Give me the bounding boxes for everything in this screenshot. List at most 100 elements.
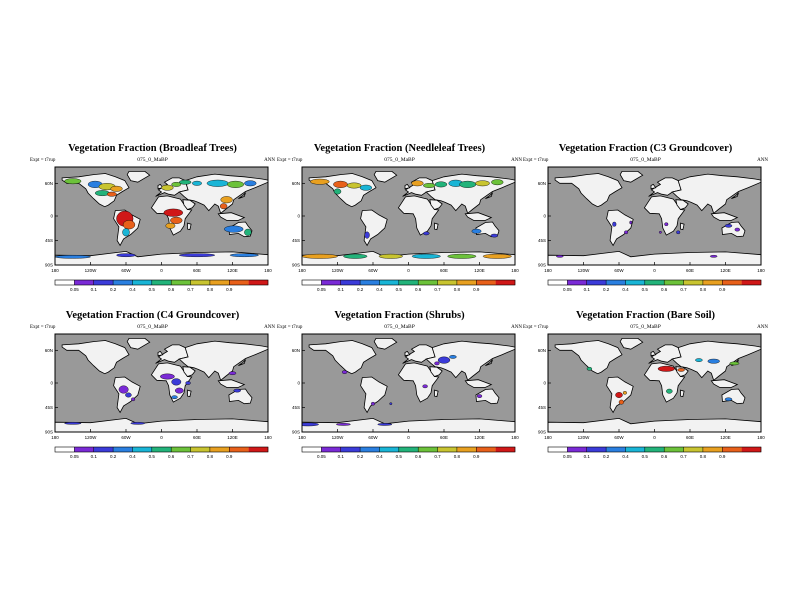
vegetation-patch: [449, 355, 457, 359]
vegetation-patch: [482, 253, 512, 259]
colorbar-frame: [547, 279, 762, 286]
season-label: ANN: [511, 158, 522, 163]
vegetation-patch: [624, 230, 629, 235]
colorbar-tick-label: 0.6: [168, 454, 175, 459]
colorbar-segment: [360, 447, 380, 452]
x-tick-label: 180: [757, 268, 765, 273]
colorbar-segment: [664, 280, 684, 285]
panel-title: Vegetation Fraction (Broadleaf Trees): [68, 143, 237, 154]
vegetation-patch: [490, 233, 499, 238]
colorbar-tick-label: 0.05: [563, 287, 572, 292]
y-tick-label: 60N: [538, 181, 546, 186]
x-tick-label: 120E: [227, 435, 238, 440]
x-tick-label: 180: [51, 435, 59, 440]
vegetation-patch: [622, 391, 627, 395]
map-plot: 180 120W 60W 0 60E 120E 180 60N 0 45S 90S 0.05 0.1 0.…: [538, 166, 765, 292]
colorbar-tick-label: 0.5: [149, 287, 156, 292]
landmass-sa: [606, 209, 634, 247]
y-tick-label: 90S: [292, 263, 300, 268]
x-tick-label: 120W: [85, 268, 98, 273]
landmass-arab: [429, 366, 443, 377]
landmass-mad: [187, 222, 192, 231]
vegetation-patch: [161, 184, 174, 191]
y-tick-label: 45S: [45, 238, 53, 243]
colorbar-segment: [190, 447, 211, 452]
landmass-na: [554, 340, 623, 375]
colorbar-segment: [722, 280, 742, 285]
vegetation-patch: [244, 180, 257, 187]
x-tick-label: 180: [298, 435, 306, 440]
x-tick-label: 180: [511, 268, 519, 273]
colorbar-tick-label: 0.2: [603, 287, 610, 292]
colorbar-segment: [548, 280, 568, 285]
landmass-ind: [217, 212, 246, 221]
x-tick-label: 120E: [720, 435, 731, 440]
y-tick-label: 0: [543, 381, 546, 386]
panel-subtitle: 075_0_MaBP: [384, 157, 415, 163]
season-label: ANN: [757, 325, 768, 330]
colorbar-segment: [113, 280, 133, 285]
y-tick-label: 45S: [292, 405, 300, 410]
vegetation-patch: [125, 392, 132, 398]
vegetation-patch: [658, 231, 662, 234]
landmass-ind: [217, 379, 246, 388]
x-tick-label: 60W: [121, 268, 131, 273]
colorbar-segment: [567, 447, 587, 452]
colorbar-tick-label: 0.8: [700, 454, 707, 459]
colorbar-tick-label: 0.4: [129, 287, 136, 292]
season-label: ANN: [511, 325, 522, 330]
colorbar-frame: [547, 446, 762, 453]
vegetation-patch: [695, 358, 703, 362]
vegetation-patch: [106, 191, 117, 197]
colorbar-segment: [93, 280, 114, 285]
y-tick-label: 0: [543, 214, 546, 219]
x-tick-label: 60E: [686, 268, 694, 273]
colorbar-tick-label: 0.6: [415, 287, 422, 292]
experiment-label: Expt = t7rup: [277, 158, 303, 163]
vegetation-patch: [471, 228, 482, 234]
x-tick-label: 180: [264, 435, 272, 440]
x-tick-label: 120W: [578, 435, 591, 440]
landmass-jap: [485, 192, 493, 199]
colorbar-frame: [54, 279, 269, 286]
landmass-brit: [157, 350, 164, 357]
colorbar-tick-label: 0.8: [700, 287, 707, 292]
colorbar-tick-label: 0.7: [680, 287, 687, 292]
colorbar-tick-label: 0.6: [168, 287, 175, 292]
y-tick-label: 60N: [45, 181, 53, 186]
landmass-mad: [680, 389, 685, 398]
vegetation-patch: [629, 220, 633, 225]
landmass-jap: [485, 359, 493, 366]
colorbar-segment: [644, 447, 665, 452]
x-tick-label: 180: [544, 268, 552, 273]
colorbar-segment: [418, 280, 438, 285]
colorbar-tick-label: 0.7: [187, 287, 194, 292]
experiment-label: Expt = t7rup: [30, 158, 56, 163]
colorbar-tick-label: 0.5: [396, 287, 403, 292]
colorbar-tick-label: 0.8: [207, 287, 214, 292]
colorbar-segment: [548, 447, 568, 452]
colorbar-tick-label: 0.5: [642, 454, 649, 459]
vegetation-patch: [223, 225, 244, 233]
colorbar-segment: [74, 447, 94, 452]
vegetation-patch: [165, 222, 176, 229]
landmass-grl: [126, 337, 151, 350]
y-tick-label: 90S: [538, 263, 546, 268]
map-panel: Vegetation Fraction (C4 Groundcover) 075_…: [30, 310, 275, 462]
vegetation-patch: [192, 180, 202, 186]
colorbar-segment: [418, 447, 438, 452]
colorbar-segment: [702, 447, 723, 452]
colorbar-segment: [606, 447, 626, 452]
landmass-grl: [619, 337, 644, 350]
colorbar-tick-label: 0.4: [129, 454, 136, 459]
colorbar-segment: [248, 447, 269, 452]
colorbar-tick-label: 0.1: [338, 287, 345, 292]
landmass-grl: [373, 337, 398, 350]
colorbar-tick-label: 0.2: [110, 287, 117, 292]
vegetation-patch: [666, 388, 673, 394]
colorbar-tick-label: 0.05: [317, 454, 326, 459]
vegetation-patch: [229, 253, 259, 257]
vegetation-patch: [476, 394, 483, 398]
x-tick-label: 180: [544, 435, 552, 440]
landmass-brit: [650, 183, 657, 190]
